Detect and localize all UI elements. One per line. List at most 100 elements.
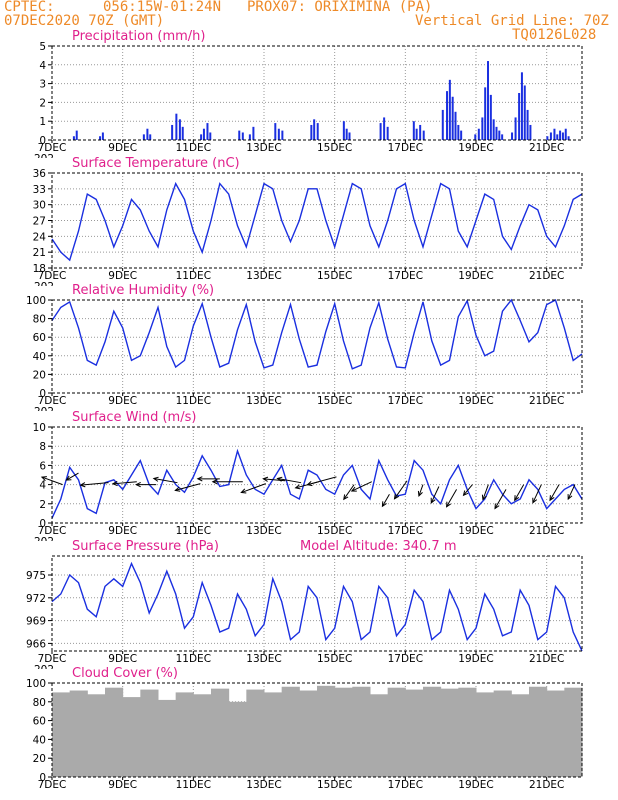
rh-xtick-label: 13DEC — [246, 395, 281, 407]
rh-panel: 0 20 40 60 80 100 7DEC 9DEC 11DEC 13DEC 15DEC 17DEC… — [26, 283, 583, 411]
wind-arrow-head — [494, 503, 500, 510]
wind-title: Surface Wind (m/s) — [72, 410, 196, 425]
precip-bar — [523, 85, 526, 140]
wind-arrow — [343, 484, 355, 500]
temp-ytick-label: 33 — [33, 184, 46, 196]
wind-arrow — [153, 478, 178, 484]
temp-ytick-label: 30 — [33, 200, 46, 212]
precip-bar — [546, 136, 549, 140]
wind-arrow — [307, 476, 337, 486]
rh-xtick-label: 11DEC — [176, 395, 211, 407]
wind-arrow — [277, 478, 302, 484]
precip-bar — [556, 134, 559, 140]
wind-arrow — [482, 484, 489, 500]
temp-panel: 18 21 24 27 30 33 36 7DEC 9DEC 11DEC 13DEC 15DEC 17D… — [33, 156, 583, 293]
press-ytick-label: 969 — [26, 616, 46, 628]
wind-arrow-head — [294, 484, 301, 490]
wind-xtick-label: 11DEC — [176, 525, 211, 537]
precip-xtick-label: 13DEC — [246, 142, 281, 154]
cloud-bar — [476, 692, 495, 777]
header-coords: 056:15W-01:24N — [103, 0, 222, 15]
wind-arrow — [494, 489, 507, 509]
wind-xtick-label: 17DEC — [388, 525, 423, 537]
temp-xtick-label: 15DEC — [317, 270, 352, 282]
precip-bar — [477, 128, 480, 140]
cloud-panel: 0 20 40 60 80 100 7DEC 9DEC 11DEC 13DEC 15DEC 17DEC… — [26, 666, 583, 791]
press-annotation: Model Altitude: 340.7 m — [300, 539, 457, 554]
precip-bar — [383, 117, 386, 140]
precip-bar — [549, 132, 552, 140]
precip-bar — [149, 134, 152, 140]
precip-bar — [448, 79, 451, 140]
precip-bar — [457, 124, 460, 140]
precip-ytick-label: 5 — [39, 41, 46, 53]
press-series-line — [51, 561, 583, 652]
cloud-bar — [246, 689, 265, 777]
wind-arrow-head — [211, 479, 218, 485]
wind-arrow-head — [350, 486, 357, 492]
cloud-ytick-label: 80 — [33, 697, 46, 709]
header-source: CPTEC: — [4, 0, 55, 15]
cloud-bar — [175, 692, 194, 777]
cloud-bar — [193, 694, 212, 777]
cloud-frame — [51, 682, 583, 778]
wind-series-line — [51, 448, 583, 519]
cloud-bar — [546, 690, 565, 777]
wind-arrow-head — [549, 495, 555, 502]
cloud-bar — [281, 686, 300, 777]
press-xtick-label: 17DEC — [388, 653, 423, 665]
precip-xtick-label: 21DEC — [529, 142, 564, 154]
press-ytick-label: 972 — [26, 593, 46, 605]
press-panel: 966 969 972 975 7DEC 9DEC 11DEC 13DEC 15DEC 17DEC… — [26, 539, 583, 669]
precip-xtick-label: 7DEC — [38, 142, 67, 154]
wind-xtick-label: 13DEC — [246, 525, 281, 537]
precip-xtick-label: 11DEC — [176, 142, 211, 154]
cloud-bar — [370, 694, 389, 777]
cloud-bar — [299, 690, 318, 777]
rh-xtick-label: 9DEC — [108, 395, 137, 407]
wind-arrow — [263, 478, 286, 482]
cloud-ytick-label: 20 — [33, 753, 46, 765]
cloud-xtick-label: 7DEC — [38, 779, 67, 791]
cloud-bar — [69, 690, 88, 777]
cloud-bar — [122, 697, 141, 777]
precip-bar — [412, 121, 415, 140]
cloud-xtick-label: 21DEC — [529, 779, 564, 791]
precip-ytick-label: 4 — [39, 60, 46, 72]
precip-bar — [474, 134, 477, 140]
press-xtick-label: 15DEC — [317, 653, 352, 665]
cloud-bar — [352, 686, 371, 777]
cloud-bar — [440, 688, 459, 777]
wind-arrow — [66, 472, 79, 481]
press-frame — [51, 555, 583, 652]
cloud-ytick-label: 100 — [26, 678, 46, 690]
rh-xtick-label: 7DEC — [38, 395, 67, 407]
wind-arrow-head — [262, 476, 269, 482]
precip-title: Precipitation (mm/h) — [72, 29, 205, 44]
precip-bar — [487, 61, 490, 140]
precip-year-stub: 202 — [34, 153, 54, 165]
precip-bar — [460, 130, 463, 140]
precip-bar — [146, 128, 149, 140]
press-xtick-label: 9DEC — [108, 653, 137, 665]
precip-bar — [481, 117, 484, 140]
cloud-bar — [317, 685, 336, 777]
wind-xtick-label: 21DEC — [529, 525, 564, 537]
precip-xtick-label: 19DEC — [458, 142, 493, 154]
header-location: PROX07: ORIXIMINA (PA) — [247, 0, 433, 15]
temp-year-stub: 202 — [34, 281, 54, 293]
cloud-xtick-label: 19DEC — [458, 779, 493, 791]
rh-ytick-label: 80 — [33, 314, 46, 326]
cloud-bar — [52, 692, 71, 777]
wind-arrow-head — [196, 476, 203, 482]
wind-arrow-head — [40, 476, 47, 482]
wind-arrow-head — [174, 486, 181, 492]
precip-bar — [454, 111, 457, 140]
wind-arrow-head — [446, 501, 451, 508]
precip-bar — [277, 128, 280, 140]
press-xtick-label: 7DEC — [38, 653, 67, 665]
rh-ytick-label: 20 — [33, 369, 46, 381]
wind-arrow — [446, 489, 457, 507]
precip-bar — [553, 128, 556, 140]
